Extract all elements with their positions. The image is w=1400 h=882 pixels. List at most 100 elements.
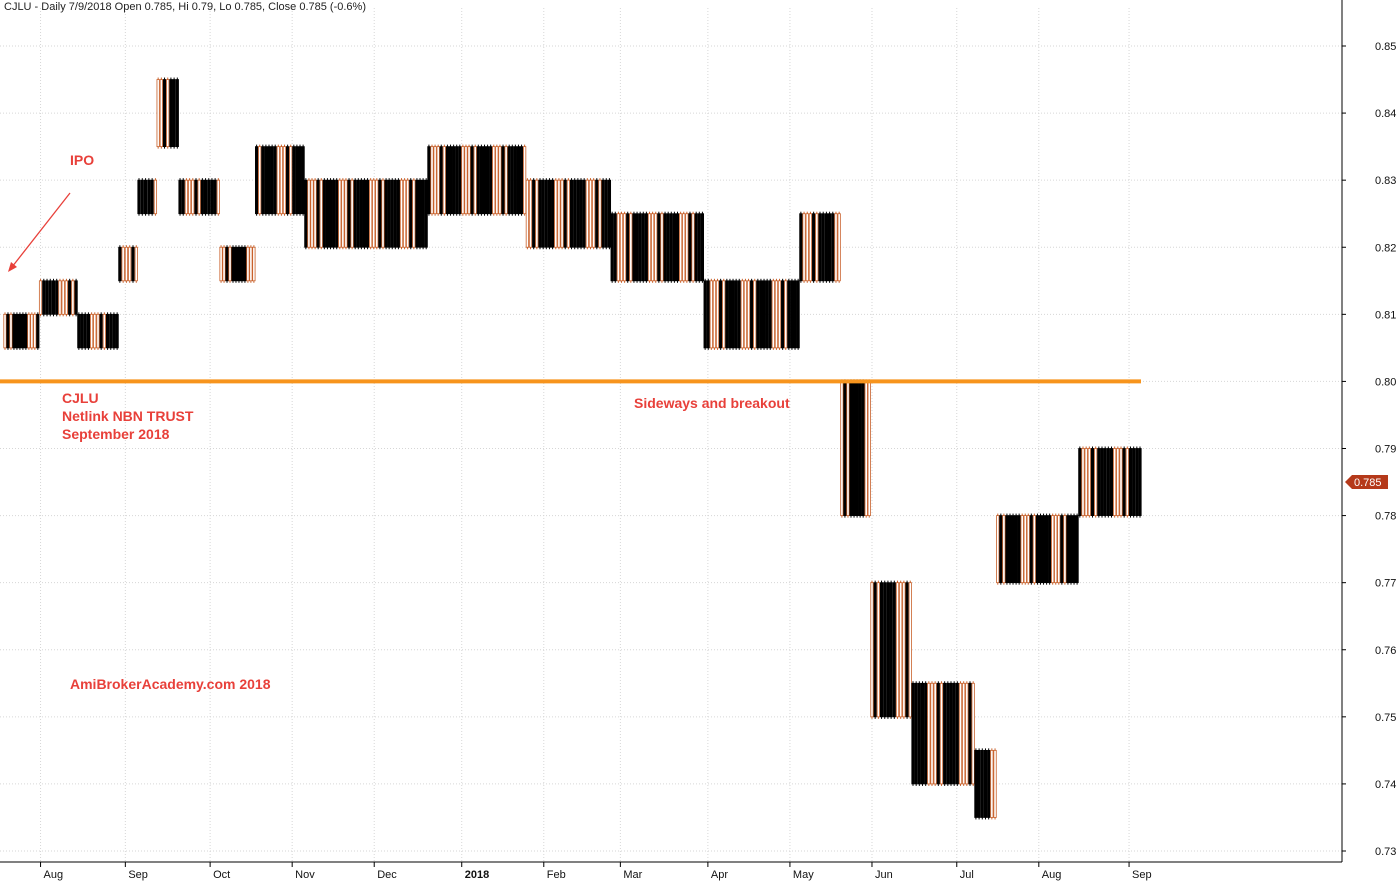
candle-body (983, 749, 988, 818)
candle-body (883, 582, 887, 718)
candle-body (207, 179, 211, 215)
symbol-label: CJLU (62, 390, 99, 406)
candle-body (1008, 515, 1012, 584)
candle-body (1103, 448, 1107, 516)
candle-body (977, 749, 981, 818)
candle-body (1138, 448, 1142, 516)
candle-body (169, 79, 173, 148)
candle-body (579, 179, 583, 248)
candle-body (525, 179, 529, 248)
candle-body (843, 381, 847, 516)
candle-body (902, 582, 906, 718)
candle-body (939, 682, 944, 785)
candle-body (344, 179, 348, 248)
candle-body (430, 146, 434, 215)
candle-body (473, 146, 477, 215)
candle-body (812, 213, 816, 282)
x-tick-label: Apr (711, 869, 728, 881)
candle-body (709, 280, 713, 349)
candle-body (270, 146, 274, 215)
candle-body (1005, 515, 1009, 584)
candle-body (109, 313, 113, 349)
candle-body (347, 179, 351, 248)
candle-body (682, 213, 686, 282)
candle-body (1069, 515, 1073, 584)
candle-body (310, 179, 314, 248)
candle-body (790, 280, 794, 349)
candle-body (415, 179, 419, 248)
candle-body (802, 213, 806, 282)
candle-body (728, 280, 732, 349)
candle-body (886, 582, 890, 718)
candle-body (554, 179, 558, 248)
candle-body (952, 682, 956, 785)
candle-body (68, 280, 72, 315)
candle-body (613, 213, 617, 282)
candle-body (445, 146, 450, 215)
candle-body (908, 582, 912, 718)
candle-body (181, 179, 185, 215)
candle-body (1048, 515, 1052, 584)
candle-body (831, 213, 835, 282)
candle-body (516, 146, 521, 215)
candle-body (313, 179, 317, 248)
candle-body (412, 179, 416, 248)
candle-body (276, 146, 280, 215)
candle-body (949, 682, 953, 785)
candle-body (147, 179, 151, 215)
candle-body (51, 280, 56, 315)
candle-body (261, 146, 265, 215)
candle-body (128, 246, 132, 282)
candle-body (629, 213, 633, 282)
candle-body (105, 313, 110, 349)
candle-body (996, 515, 1000, 584)
candle-body (140, 179, 144, 215)
candle-body (289, 146, 293, 215)
candle-body (427, 146, 431, 215)
candle-body (576, 179, 580, 248)
candle-body (36, 313, 40, 349)
candle-body (30, 313, 34, 349)
candle-body (479, 146, 484, 215)
candle-body (557, 179, 561, 248)
candle-body (1023, 515, 1027, 584)
breakout-label: Sideways and breakout (634, 395, 790, 411)
candle-body (1078, 448, 1082, 516)
candle-body (958, 682, 963, 785)
candle-body (712, 280, 717, 349)
candle-body (267, 146, 271, 215)
candle-body (737, 280, 741, 349)
candle-body (194, 179, 198, 215)
candle-body (255, 146, 259, 215)
candle-body (418, 179, 422, 248)
candle-body (442, 146, 446, 215)
candle-body (6, 313, 10, 349)
candle-body (172, 79, 176, 148)
candle-body (3, 313, 7, 349)
candle-body (706, 280, 710, 349)
candle-body (535, 179, 539, 248)
candle-body (762, 280, 766, 349)
candle-body (131, 246, 135, 282)
candle-body (231, 246, 235, 282)
y-tick-label: 0.73 (1375, 846, 1396, 858)
candle-body (644, 213, 648, 282)
y-tick-label: 0.77 (1375, 578, 1396, 590)
y-tick-label: 0.74 (1375, 779, 1396, 791)
candle-body (424, 179, 428, 248)
candle-body (399, 179, 404, 248)
candle-body (532, 179, 536, 248)
candle-body (162, 79, 167, 148)
candle-body (892, 582, 896, 718)
candle-body (734, 280, 738, 349)
candle-body (332, 179, 336, 248)
candle-body (243, 246, 247, 282)
candle-body (273, 146, 277, 215)
candle-body (607, 179, 612, 248)
candle-body (115, 313, 119, 349)
candle-body (83, 313, 87, 349)
candle-body (58, 280, 62, 315)
candle-body (623, 213, 627, 282)
candle-body (390, 179, 394, 248)
candle-body (840, 381, 844, 516)
